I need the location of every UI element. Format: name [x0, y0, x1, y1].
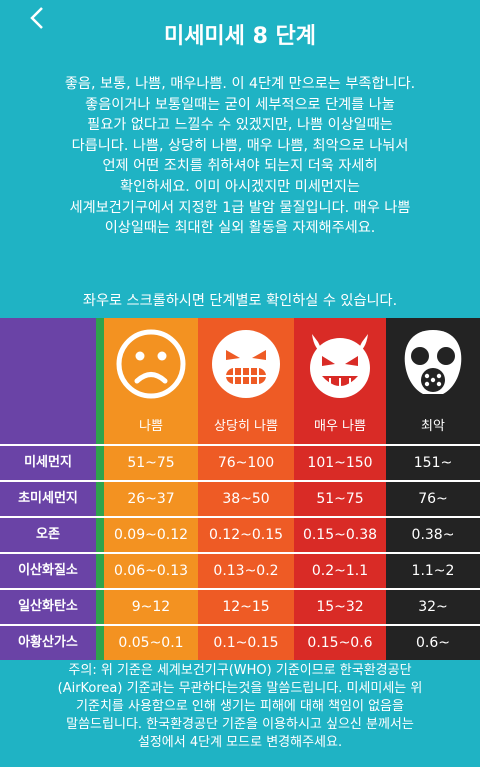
disclaimer-note: 주의: 위 기준은 세계보건기구(WHO) 기준이므로 한국환경공단 (AirK…: [57, 663, 423, 750]
value-cell: 26~37: [104, 482, 198, 516]
value-cell: 12~15: [198, 590, 294, 624]
scroll-hint: 좌우로 스크롤하시면 단계별로 확인하실 수 있습니다.: [82, 293, 398, 309]
value-cell: 0.6~: [386, 626, 480, 660]
row-divider: [0, 588, 480, 590]
row-divider: [0, 624, 480, 626]
value-cell: 0.12~0.15: [198, 518, 294, 552]
value-cell: 0.1~0.15: [198, 626, 294, 660]
level-label: 매우 나쁨: [314, 419, 366, 434]
value-cell: 51~75: [104, 446, 198, 480]
row-label: 일산화탄소: [0, 590, 96, 624]
devil-face-icon: [310, 334, 370, 398]
level-column-bad: 나쁨: [104, 318, 198, 444]
value-cell: 0.09~0.12: [104, 518, 198, 552]
value-cell: 151~: [386, 446, 480, 480]
good-level-strip: [96, 446, 104, 480]
good-level-strip: [96, 482, 104, 516]
value-cell: 51~75: [294, 482, 386, 516]
row-label: 아황산가스: [0, 626, 96, 660]
table-row-pm10: 미세먼지 51~75 76~100 101~150 151~: [0, 446, 480, 480]
grimace-face-icon: [212, 330, 280, 398]
good-level-strip: [96, 318, 104, 444]
table-row-so2: 아황산가스 0.05~0.1 0.1~0.15 0.15~0.6 0.6~: [0, 626, 480, 660]
row-divider: [0, 516, 480, 518]
row-divider: [0, 480, 480, 482]
header-corner: [0, 318, 96, 444]
level-column-quite-bad: 상당히 나쁨: [198, 318, 294, 444]
table-row-co: 일산화탄소 9~12 12~15 15~32 32~: [0, 590, 480, 624]
value-cell: 9~12: [104, 590, 198, 624]
level-label: 나쁨: [139, 419, 163, 434]
value-cell: 0.15~0.38: [294, 518, 386, 552]
row-label: 오존: [0, 518, 96, 552]
row-label: 이산화질소: [0, 554, 96, 588]
table-header-row: 나쁨 상당히 나쁨: [0, 318, 480, 444]
table-row-pm25: 초미세먼지 26~37 38~50 51~75 76~: [0, 482, 480, 516]
value-cell: 0.05~0.1: [104, 626, 198, 660]
back-button[interactable]: [28, 6, 46, 35]
table-row-ozone: 오존 0.09~0.12 0.12~0.15 0.15~0.38 0.38~: [0, 518, 480, 552]
good-level-strip: [96, 554, 104, 588]
value-cell: 101~150: [294, 446, 386, 480]
value-cell: 0.15~0.6: [294, 626, 386, 660]
value-cell: 1.1~2: [386, 554, 480, 588]
page-title: 미세미세 8 단계: [163, 24, 317, 49]
row-label: 초미세먼지: [0, 482, 96, 516]
chevron-left-icon: [30, 7, 43, 29]
value-cell: 0.38~: [386, 518, 480, 552]
value-cell: 76~100: [198, 446, 294, 480]
good-level-strip: [96, 590, 104, 624]
row-label: 미세먼지: [0, 446, 96, 480]
header: 미세미세 8 단계: [0, 0, 480, 62]
level-column-very-bad: 매우 나쁨: [294, 318, 386, 444]
value-cell: 0.13~0.2: [198, 554, 294, 588]
value-cell: 0.06~0.13: [104, 554, 198, 588]
level-label: 상당히 나쁨: [214, 419, 278, 434]
value-cell: 38~50: [198, 482, 294, 516]
value-cell: 0.2~1.1: [294, 554, 386, 588]
intro-text: 좋음, 보통, 나쁨, 매우나쁨. 이 4단계 만으로는 부족합니다. 좋음이거…: [64, 76, 416, 237]
gas-mask-icon: [404, 330, 462, 394]
value-cell: 76~: [386, 482, 480, 516]
row-divider: [0, 444, 480, 446]
level-label: 최악: [421, 419, 445, 434]
good-level-strip: [96, 518, 104, 552]
frown-face-icon: [116, 329, 186, 399]
row-divider: [0, 552, 480, 554]
value-cell: 32~: [386, 590, 480, 624]
level-table[interactable]: 나쁨 상당히 나쁨: [0, 318, 480, 660]
value-cell: 15~32: [294, 590, 386, 624]
table-row-no2: 이산화질소 0.06~0.13 0.13~0.2 0.2~1.1 1.1~2: [0, 554, 480, 588]
good-level-strip: [96, 626, 104, 660]
level-column-worst: 최악: [386, 318, 480, 444]
